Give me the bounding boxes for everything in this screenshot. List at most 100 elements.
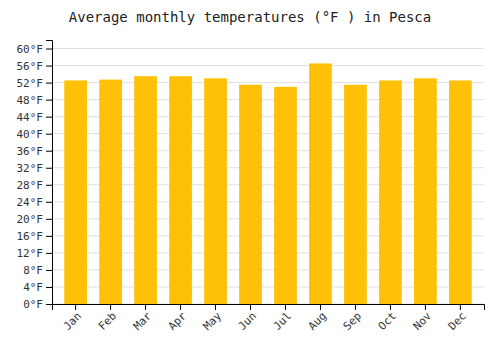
y-tick-label: 12°F [17,247,44,260]
y-tick-mark [46,83,52,84]
x-tick-label: Dec [446,310,469,333]
x-tick: Jan [61,304,84,333]
x-tick-mark [215,304,216,310]
y-tick-label: 44°F [17,111,44,124]
y-tick-mark [46,287,52,288]
x-tick-label: Sep [341,310,364,333]
x-tick-mark [110,304,111,310]
x-tick-label: Jan [61,310,84,333]
x-tick: Aug [306,304,329,333]
grid [52,49,484,304]
x-tick: Dec [446,304,469,333]
y-axis-line [46,41,53,305]
x-tick-mark [75,304,76,310]
y-tick: 0°F [23,298,52,311]
y-tick: 12°F [17,247,53,260]
y-tick-mark [46,270,52,271]
x-tick: May [201,304,225,333]
y-tick: 44°F [17,111,53,124]
y-tick-mark [46,117,52,118]
chart: Average monthly temperatures (°F ) in Pe… [0,0,500,350]
y-tick-mark [46,100,52,101]
y-tick-mark [46,304,52,305]
bar [169,76,192,304]
x-tick-label: Feb [96,310,119,333]
bar [379,80,402,304]
y-tick-label: 20°F [17,213,44,226]
bar [449,80,472,304]
y-tick-mark [46,49,52,50]
y-tick-label: 40°F [17,128,44,141]
x-tick-label: Aug [306,310,329,333]
x-tick-mark [460,304,461,310]
bar [344,85,367,304]
y-tick: 56°F [17,60,53,73]
x-tick: Apr [166,304,190,333]
y-tick-label: 36°F [17,145,44,158]
bar [99,80,122,304]
bar [239,85,262,304]
bar [414,78,437,304]
x-tick-label: Mar [131,309,155,333]
x-tick-label: Apr [166,309,190,333]
y-tick: 20°F [17,213,53,226]
bars [64,63,472,304]
y-tick-mark [46,134,52,135]
x-tick: Jul [271,304,294,333]
x-tick-label: Nov [411,309,435,333]
y-tick-label: 0°F [23,298,43,311]
y-tick-label: 28°F [17,179,44,192]
y-tick-mark [46,168,52,169]
grid-line [52,65,484,66]
title: Average monthly temperatures (°F ) in Pe… [69,9,431,25]
bar [64,80,87,304]
y-tick-label: 56°F [17,60,44,73]
x-tick-mark [390,304,391,310]
x-axis-line [53,305,485,311]
y-tick: 28°F [17,179,53,192]
bar [309,63,332,304]
y-tick: 40°F [17,128,53,141]
y-tick: 4°F [23,281,52,294]
x-tick: Sep [341,304,364,333]
y-axis: 0°F 4°F 8°F 12°F 16°F 20°F 24°F 28°F 32°F 36°F 40°… [17,41,53,312]
x-tick-label: Jun [236,310,259,333]
x-tick-mark [285,304,286,310]
grid-line [52,48,484,49]
y-tick-label: 24°F [17,196,44,209]
x-tick-mark [425,304,426,310]
x-tick-label: Jul [271,310,294,333]
x-tick: Mar [131,304,155,333]
y-tick-mark [46,185,52,186]
x-tick-mark [145,304,146,310]
x-tick: Feb [96,304,119,333]
y-tick-mark [46,151,52,152]
y-tick-mark [46,219,52,220]
y-tick: 60°F [17,43,53,56]
y-tick: 16°F [17,230,53,243]
bar [274,87,297,304]
x-tick: Oct [376,304,399,333]
y-tick: 24°F [17,196,53,209]
y-tick-mark [46,236,52,237]
y-tick-label: 48°F [17,94,44,107]
x-tick-label: May [201,309,225,333]
y-tick-label: 8°F [23,264,43,277]
y-tick: 48°F [17,94,53,107]
x-tick-mark [250,304,251,310]
x-tick: Nov [411,304,435,333]
y-tick: 36°F [17,145,53,158]
y-tick-label: 32°F [17,162,44,175]
plot: 0°F 4°F 8°F 12°F 16°F 20°F 24°F 28°F 32°F 36°F 40°… [17,41,485,333]
y-tick-label: 4°F [23,281,43,294]
y-tick: 32°F [17,162,53,175]
y-tick-label: 16°F [17,230,44,243]
y-tick-mark [46,66,52,67]
bar [204,78,227,304]
y-tick-label: 52°F [17,77,44,90]
x-tick: Jun [236,304,259,333]
y-tick: 52°F [17,77,53,90]
x-tick-label: Oct [376,310,399,333]
x-tick-mark [180,304,181,310]
x-tick-mark [320,304,321,310]
